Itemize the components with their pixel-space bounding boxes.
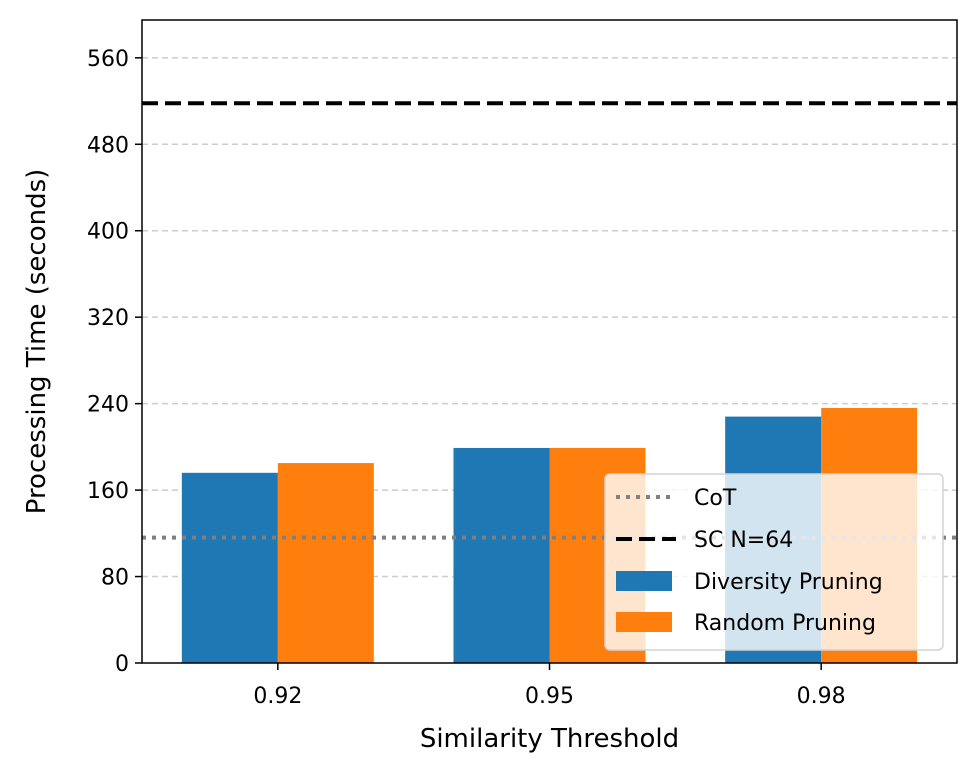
x-tick-label: 0.95 xyxy=(525,684,574,709)
legend: CoT SC N=64 Diversity Pruning Random Prunin… xyxy=(604,473,944,651)
x-axis-title: Similarity Threshold xyxy=(420,724,679,754)
legend-label: Random Pruning xyxy=(694,611,876,636)
legend-label: SC N=64 xyxy=(694,528,793,553)
x-tick-label: 0.92 xyxy=(253,684,302,709)
y-tick-label: 400 xyxy=(87,220,129,245)
legend-label: CoT xyxy=(694,486,737,511)
bar-diversity-pruning xyxy=(453,447,550,663)
legend-swatch-bar xyxy=(616,571,672,591)
bar-diversity-pruning xyxy=(181,472,278,663)
reference-lines xyxy=(142,101,957,540)
axis-ticks: 0 80 160 240 320 400 480 560 0.92 0.95 0.98 xyxy=(87,47,846,709)
y-axis-title: Processing Time (seconds) xyxy=(22,169,52,515)
x-tick-label: 0.98 xyxy=(797,684,846,709)
y-tick-label: 560 xyxy=(87,47,129,72)
y-tick-label: 320 xyxy=(87,306,129,331)
y-tick-label: 240 xyxy=(87,393,129,418)
legend-box xyxy=(604,473,944,651)
y-tick-label: 80 xyxy=(101,566,129,591)
legend-label: Diversity Pruning xyxy=(694,570,883,595)
y-tick-label: 480 xyxy=(87,133,129,158)
y-tick-label: 160 xyxy=(87,479,129,504)
y-tick-label: 0 xyxy=(115,652,129,677)
bar-random-pruning xyxy=(277,463,374,663)
legend-swatch-bar xyxy=(616,612,672,632)
